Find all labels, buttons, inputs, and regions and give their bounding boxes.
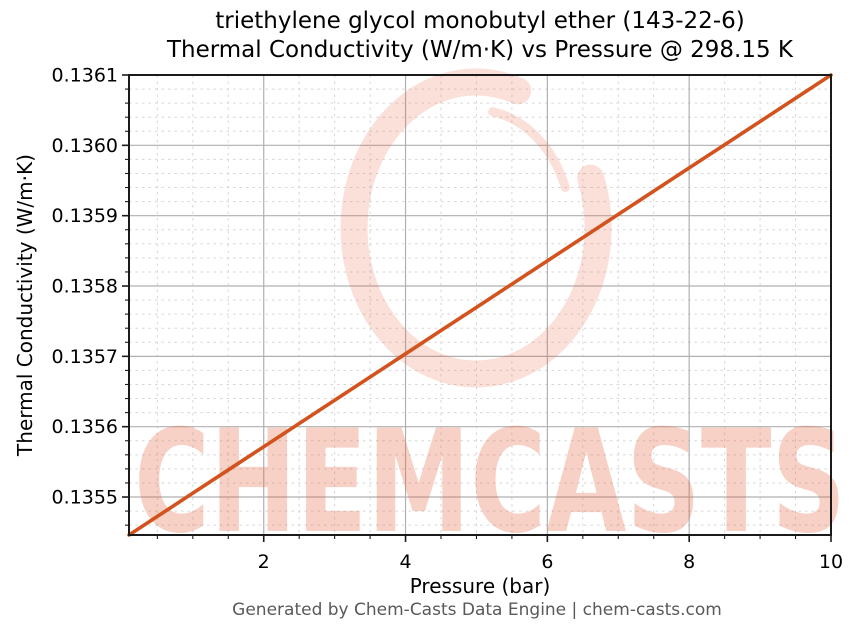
- x-tick-label: 2: [258, 551, 270, 573]
- chart-title-line1: triethylene glycol monobutyl ether (143-…: [215, 8, 745, 34]
- y-tick-label: 0.1360: [52, 135, 118, 157]
- x-axis-label: Pressure (bar): [409, 574, 551, 598]
- y-axis-label: Thermal Conductivity (W/m·K): [13, 154, 37, 456]
- y-tick-label: 0.1359: [52, 205, 118, 227]
- x-tick-label: 8: [683, 551, 695, 573]
- x-tick-label: 6: [541, 551, 553, 573]
- y-tick-label: 0.1361: [52, 65, 118, 87]
- y-tick-label: 0.1356: [52, 416, 118, 438]
- footer-attribution: Generated by Chem-Casts Data Engine | ch…: [232, 600, 722, 620]
- axes-spines: [128, 74, 832, 536]
- series-line: [127, 73, 833, 537]
- y-tick-label: 0.1355: [52, 487, 118, 509]
- watermark-ring-swoosh-icon: [488, 107, 570, 193]
- y-tick-label: 0.1358: [52, 276, 118, 298]
- y-tick-label: 0.1357: [52, 346, 118, 368]
- watermark-text: CHEMCASTS: [134, 400, 846, 565]
- chart-title: triethylene glycol monobutyl ether (143-…: [129, 7, 831, 65]
- watermark-ring-icon: [340, 68, 612, 388]
- x-tick-label: 10: [819, 551, 843, 573]
- chart-title-line2: Thermal Conductivity (W/m·K) vs Pressure…: [166, 37, 794, 63]
- x-tick-label: 4: [399, 551, 411, 573]
